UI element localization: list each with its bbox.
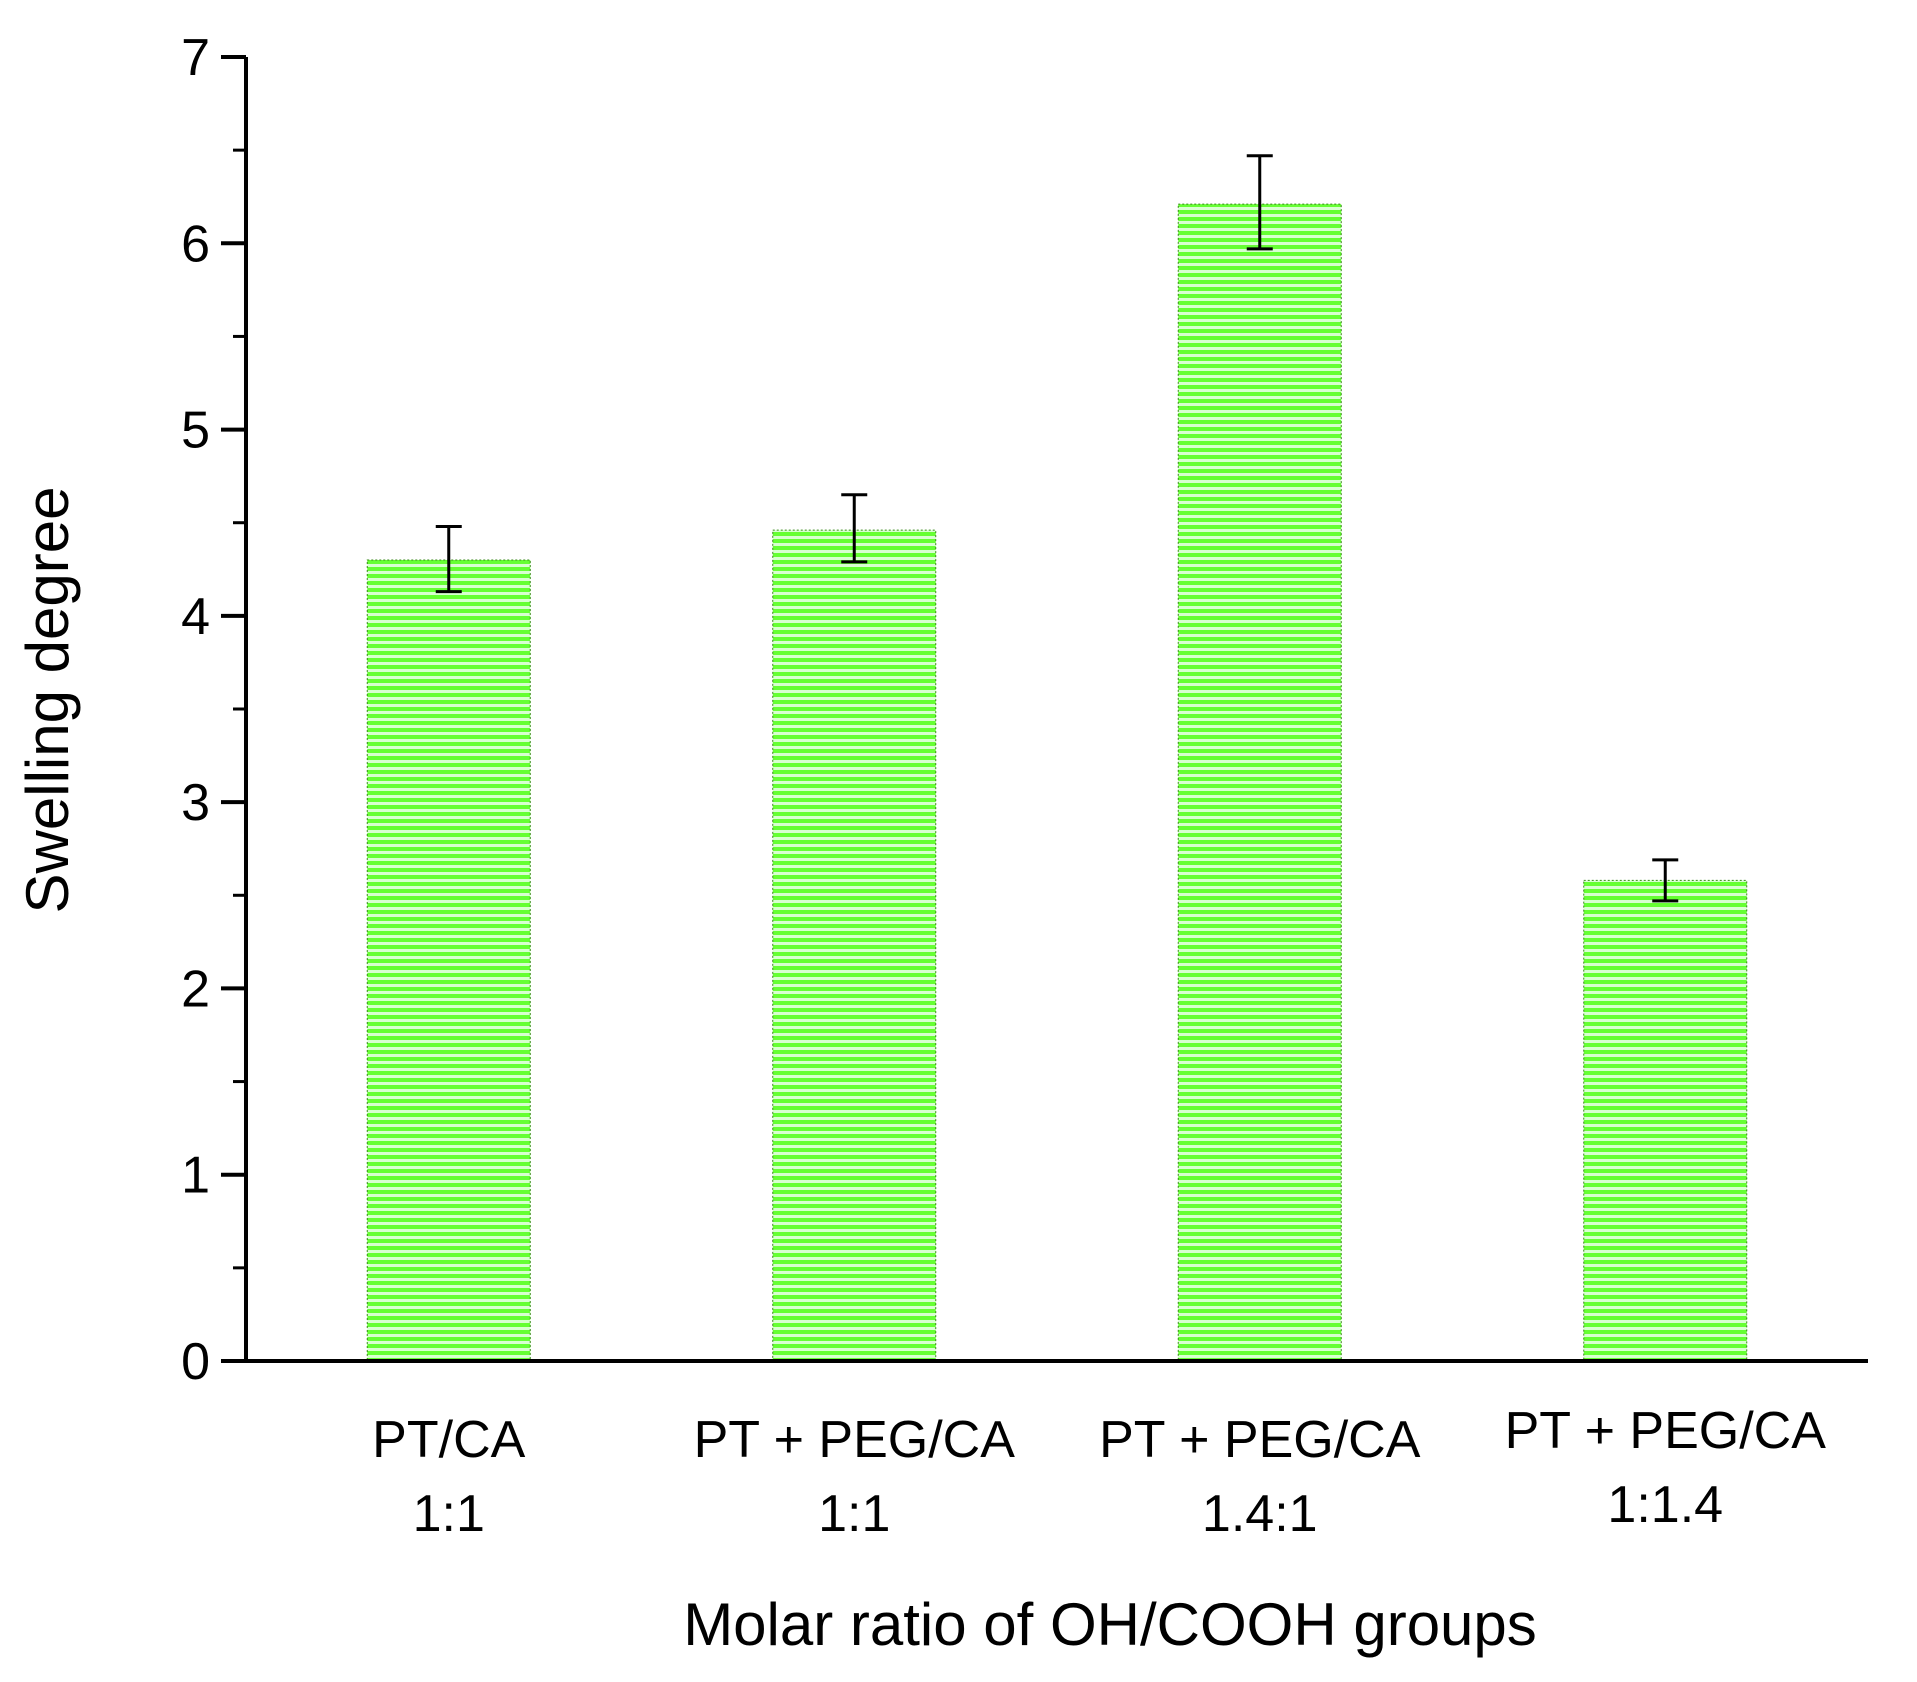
x-category-label-3: PT + PEG/CA 1.4:1 — [1099, 1411, 1421, 1543]
y-tick-label: 7 — [181, 29, 210, 87]
axes-layer — [221, 55, 1868, 1363]
y-tick-label: 1 — [181, 1147, 210, 1205]
x-category-label-4: PT + PEG/CA 1:1.4 — [1505, 1402, 1827, 1534]
x-category-label-line2: 1:1 — [413, 1485, 485, 1543]
y-tick-label: 4 — [181, 588, 210, 646]
y-tick-label: 0 — [181, 1333, 210, 1391]
bar-2 — [772, 529, 937, 1362]
y-axis-title: Swelling degree — [14, 487, 81, 914]
y-tick-label: 6 — [181, 215, 210, 273]
x-category-label-line2: 1:1 — [818, 1485, 890, 1543]
y-tick-label: 2 — [181, 960, 210, 1018]
error-bar-1 — [435, 524, 462, 594]
x-category-label-line2: 1:1.4 — [1607, 1476, 1723, 1534]
x-category-label-line1: PT + PEG/CA — [1099, 1411, 1421, 1469]
labels-layer: Swelling degree Molar ratio of OH/COOH g… — [14, 29, 1826, 1658]
error-bar-4 — [1652, 858, 1679, 903]
x-category-label-line1: PT + PEG/CA — [694, 1411, 1016, 1469]
bar-3 — [1177, 203, 1342, 1362]
bars-layer — [366, 203, 1748, 1362]
x-category-label-1: PT/CA 1:1 — [372, 1411, 525, 1543]
x-category-label-2: PT + PEG/CA 1:1 — [694, 1411, 1016, 1543]
x-category-label-line1: PT/CA — [372, 1411, 525, 1469]
bar-1 — [366, 559, 531, 1362]
bar-4 — [1583, 879, 1748, 1362]
x-category-label-line2: 1.4:1 — [1202, 1485, 1318, 1543]
error-bar-2 — [841, 493, 868, 564]
x-category-label-line1: PT + PEG/CA — [1505, 1402, 1827, 1460]
y-tick-label: 3 — [181, 774, 210, 832]
y-tick-label: 5 — [181, 402, 210, 460]
error-bars-layer — [435, 154, 1679, 903]
x-axis-title: Molar ratio of OH/COOH groups — [683, 1591, 1537, 1658]
error-bar-3 — [1246, 154, 1273, 251]
